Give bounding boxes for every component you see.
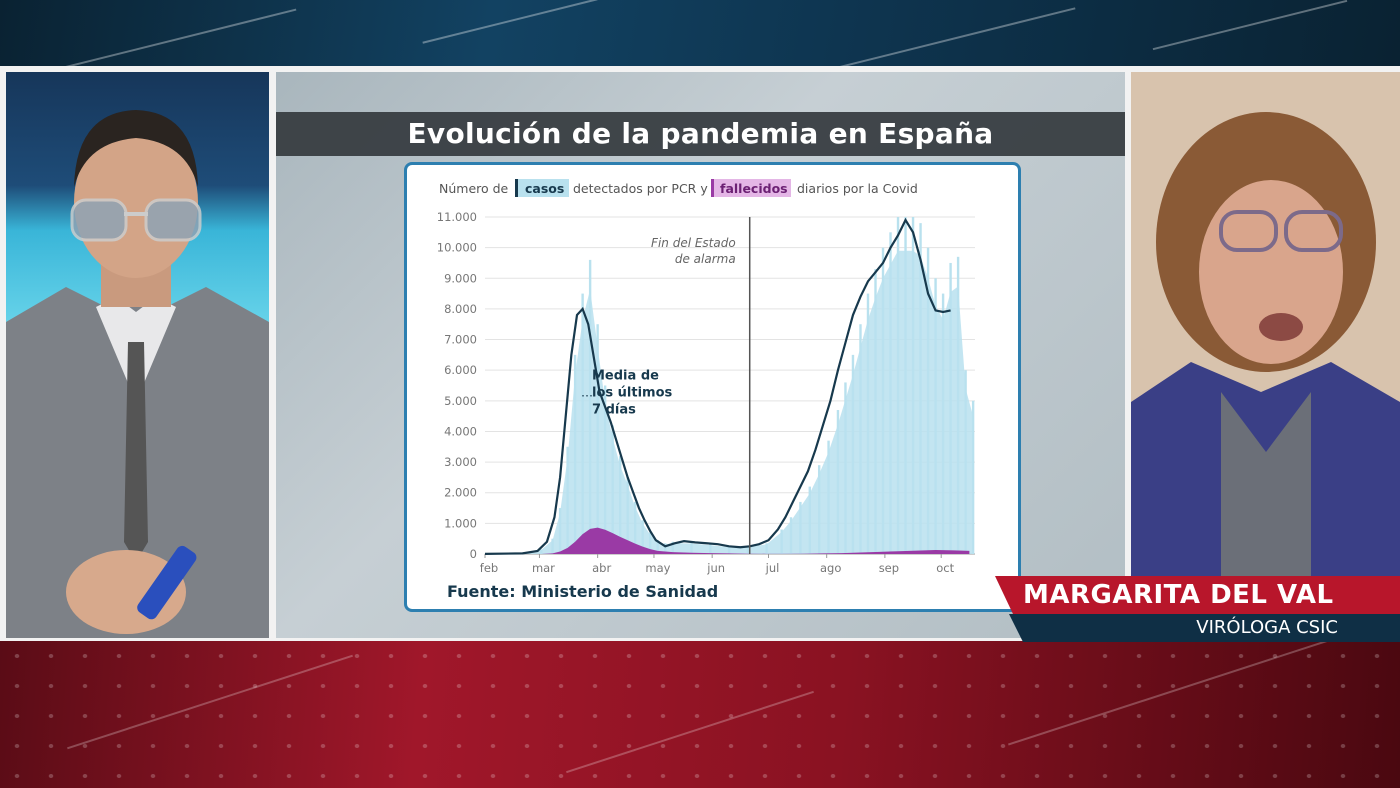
x-tick-label: sep [879,561,899,575]
annotation-pointer: … [581,385,593,399]
annotation-line-1: Media de [592,368,659,383]
left-video-panel [6,72,269,638]
deaths-legend-swatch [711,179,791,197]
x-tick-label: feb [480,561,498,575]
y-tick-label: 11.000 [437,210,477,224]
x-tick-label: abr [592,561,611,575]
y-tick-label: 5.000 [444,394,477,408]
lower-third: MARGARITA DEL VAL VIRÓLOGA CSIC [995,576,1400,642]
cases-legend-label: casos [525,181,564,196]
y-tick-label: 2.000 [444,486,477,500]
chart-subtitle-prefix: Número de [439,181,509,196]
deaths-legend-marker [711,179,714,197]
guest-role: VIRÓLOGA CSIC [1009,614,1400,642]
guest-name: MARGARITA DEL VAL [995,576,1400,614]
seven-day-average-line [484,217,951,555]
y-tick-label: 8.000 [444,302,477,316]
deaths-legend-label: fallecidos [720,181,788,196]
annotation-line-3: 7 días [592,402,636,417]
vline-label-line-1: Fin del Estado [651,236,736,250]
y-tick-label: 1.000 [444,516,477,530]
x-tick-label: mar [532,561,555,575]
y-tick-label: 4.000 [444,424,477,438]
chart-card: 0 1.000 2.000 3.000 4.000 5.000 6.000 7.000 8.00… [404,162,1021,612]
presenter-video [6,110,269,638]
guest-video [1131,72,1400,638]
x-axis-ticks: feb mar abr may jun jul ago sep oct [480,554,955,575]
y-axis-ticks: 0 1.000 2.000 3.000 4.000 5.000 6.000 7.000 8.00… [437,210,477,561]
annotation-line-2: los últimos [592,385,673,400]
chart-source: Fuente: Ministerio de Sanidad [447,582,718,601]
x-tick-label: oct [936,561,954,575]
y-tick-label: 7.000 [444,333,477,347]
cases-legend-marker [515,179,518,197]
x-tick-label: may [645,561,670,575]
center-graphic-panel: Evolución de la pandemia en España 0 1.00… [276,72,1125,638]
top-graphic-band [0,0,1400,70]
chart-subtitle-middle: detectados por PCR y [573,181,708,196]
cases-bars [483,217,975,555]
x-tick-label: ago [820,561,841,575]
x-tick-label: jul [765,561,780,575]
cases-area [485,250,974,554]
chart-subtitle-suffix: diarios por la Covid [797,181,918,196]
bottom-graphic-band [0,641,1400,788]
y-tick-label: 6.000 [444,363,477,377]
cases-legend-swatch [515,179,569,197]
vline-label-line-2: de alarma [675,252,736,266]
x-tick-label: jun [706,561,725,575]
right-video-panel [1131,72,1400,638]
y-tick-label: 3.000 [444,455,477,469]
y-tick-label: 10.000 [437,241,477,255]
y-tick-label: 0 [470,547,477,561]
chart-title: Evolución de la pandemia en España [276,112,1125,156]
y-tick-label: 9.000 [444,271,477,285]
deaths-area [485,527,970,554]
covid-chart: 0 1.000 2.000 3.000 4.000 5.000 6.000 7.000 8.00… [437,179,975,601]
